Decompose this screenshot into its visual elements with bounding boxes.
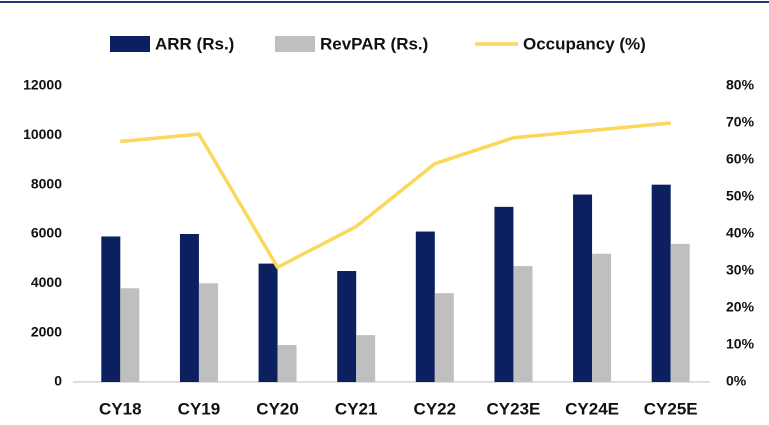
y-tick-label: 10000 — [23, 126, 62, 142]
y2-tick-label: 40% — [726, 225, 755, 241]
y-tick-label: 2000 — [31, 323, 62, 339]
x-tick-label: CY21 — [335, 399, 378, 418]
bar — [258, 263, 278, 382]
x-tick-label: CY23E — [487, 399, 541, 418]
y-tick-label: 8000 — [31, 175, 62, 191]
bar — [198, 283, 218, 382]
y2-tick-label: 60% — [726, 151, 755, 167]
y2-tick-label: 30% — [726, 262, 755, 278]
bar — [415, 231, 435, 382]
bar — [513, 266, 533, 382]
x-tick-label: CY18 — [99, 399, 142, 418]
y-tick-label: 6000 — [31, 225, 62, 241]
y-tick-label: 4000 — [31, 274, 62, 290]
legend-swatch — [275, 36, 315, 52]
bar — [592, 253, 612, 382]
x-tick-label: CY19 — [178, 399, 221, 418]
bar — [101, 236, 121, 382]
bar — [179, 234, 199, 382]
legend-label: ARR (Rs.) — [155, 34, 234, 53]
bar — [337, 271, 357, 382]
y-tick-label: 12000 — [23, 77, 62, 93]
x-tick-label: CY20 — [256, 399, 299, 418]
x-tick-label: CY24E — [565, 399, 619, 418]
legend-swatch — [110, 36, 150, 52]
y2-tick-label: 10% — [726, 336, 755, 352]
bar — [670, 243, 690, 382]
y-tick-label: 0 — [54, 373, 62, 389]
x-tick-label: CY25E — [644, 399, 698, 418]
legend-label: Occupancy (%) — [523, 34, 646, 53]
line — [120, 121, 671, 270]
legend-label: RevPAR (Rs.) — [320, 34, 428, 53]
bar — [356, 335, 376, 382]
y2-tick-label: 0% — [726, 373, 747, 389]
y2-tick-label: 50% — [726, 188, 755, 204]
bar — [434, 293, 454, 382]
bar — [494, 206, 514, 382]
bar — [651, 184, 671, 382]
bar — [573, 194, 593, 382]
y2-tick-label: 20% — [726, 299, 755, 315]
bar — [120, 288, 140, 382]
y2-tick-label: 70% — [726, 114, 755, 130]
y2-tick-label: 80% — [726, 77, 755, 93]
x-tick-label: CY22 — [414, 399, 457, 418]
bar — [277, 345, 297, 382]
